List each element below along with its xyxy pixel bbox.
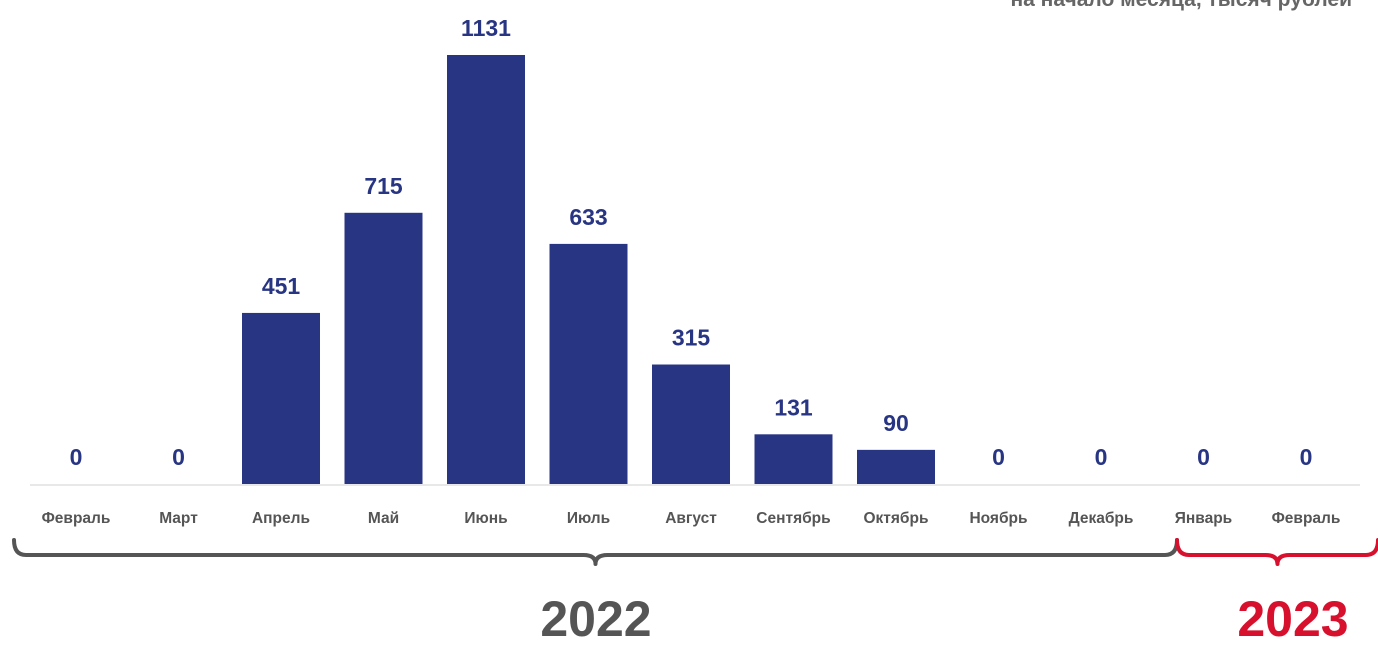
value-label: 90 — [883, 410, 909, 436]
bar[interactable] — [447, 55, 525, 484]
brace-2022 — [12, 538, 1179, 566]
category-label: Декабрь — [1069, 510, 1134, 527]
bar[interactable] — [652, 364, 730, 484]
category-label: Январь — [1175, 510, 1232, 527]
category-label: Февраль — [42, 510, 111, 527]
bar[interactable] — [857, 449, 935, 484]
chart-subtitle: на начало месяца, тысяч рублей — [1010, 0, 1352, 12]
category-label: Июль — [567, 510, 610, 527]
category-label: Август — [665, 510, 717, 527]
category-label: Июнь — [464, 510, 507, 527]
category-label: Март — [159, 510, 198, 527]
brace-2023 — [1175, 538, 1378, 566]
value-label: 0 — [1300, 444, 1313, 470]
value-label: 633 — [569, 204, 607, 230]
value-label: 0 — [1197, 444, 1210, 470]
value-label: 451 — [262, 273, 301, 299]
category-label: Сентябрь — [756, 510, 830, 527]
group-label-2022: 2022 — [540, 591, 651, 646]
value-label: 0 — [992, 444, 1005, 470]
value-label: 131 — [774, 394, 813, 420]
category-label: Май — [368, 510, 399, 527]
category-label: Апрель — [252, 510, 310, 527]
value-label: 715 — [364, 173, 403, 199]
bar[interactable] — [344, 212, 423, 485]
group-label-2023: 2023 — [1237, 591, 1348, 646]
category-label: Ноябрь — [969, 510, 1027, 527]
value-label: 315 — [672, 325, 711, 351]
value-label: 0 — [1095, 444, 1108, 470]
bar[interactable] — [754, 434, 833, 484]
category-label: Октябрь — [863, 510, 928, 527]
value-label: 1131 — [461, 15, 511, 41]
value-label: 0 — [70, 444, 83, 470]
value-label: 0 — [172, 444, 185, 470]
bar[interactable] — [549, 243, 628, 484]
category-label: Февраль — [1272, 510, 1341, 527]
bar[interactable] — [242, 312, 320, 484]
